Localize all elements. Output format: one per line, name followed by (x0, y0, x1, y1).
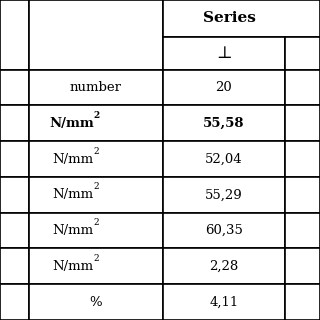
Text: 60,35: 60,35 (205, 224, 243, 237)
Text: 55,58: 55,58 (203, 117, 245, 130)
Text: 2: 2 (94, 218, 100, 227)
Bar (0, 284, 29, 320)
Bar (29, 284, 163, 320)
Bar (0, 70, 29, 105)
Bar (0, 177, 29, 213)
Bar (285, 284, 320, 320)
Bar (29, 177, 163, 213)
Text: number: number (70, 81, 122, 94)
Text: 2: 2 (94, 111, 100, 120)
Bar (285, 177, 320, 213)
Bar (285, 248, 320, 284)
Text: N/mm: N/mm (52, 224, 94, 237)
Bar (29, 248, 163, 284)
Bar (163, 284, 285, 320)
Bar (29, 213, 163, 248)
Text: N/mm: N/mm (52, 260, 94, 273)
Bar (285, 105, 320, 141)
Text: 2: 2 (94, 254, 100, 263)
Bar (163, 105, 285, 141)
Text: 2,28: 2,28 (209, 260, 239, 273)
Bar (29, 0, 163, 70)
Text: 55,29: 55,29 (205, 188, 243, 201)
Bar (163, 213, 285, 248)
Text: 20: 20 (216, 81, 232, 94)
Bar (29, 105, 163, 141)
Bar (29, 70, 163, 105)
Bar (285, 70, 320, 105)
Bar (163, 70, 285, 105)
Text: %: % (90, 296, 102, 308)
Bar (0, 213, 29, 248)
Bar (163, 37, 285, 70)
Text: N/mm: N/mm (52, 188, 94, 201)
Bar (0, 105, 29, 141)
Bar (0, 0, 29, 70)
Bar (29, 141, 163, 177)
Bar (285, 37, 320, 70)
Bar (163, 0, 320, 37)
Bar (163, 248, 285, 284)
Bar (163, 141, 285, 177)
Bar (285, 141, 320, 177)
Text: N/mm: N/mm (52, 153, 94, 165)
Text: 4,11: 4,11 (209, 296, 239, 308)
Bar (0, 141, 29, 177)
Text: 52,04: 52,04 (205, 153, 243, 165)
Text: Series: Series (203, 12, 255, 25)
Text: N/mm: N/mm (49, 117, 94, 130)
Bar (163, 177, 285, 213)
Text: 2: 2 (94, 182, 100, 191)
Text: 2: 2 (94, 147, 100, 156)
Text: ⊥: ⊥ (216, 45, 232, 62)
Bar (0, 248, 29, 284)
Bar (285, 213, 320, 248)
